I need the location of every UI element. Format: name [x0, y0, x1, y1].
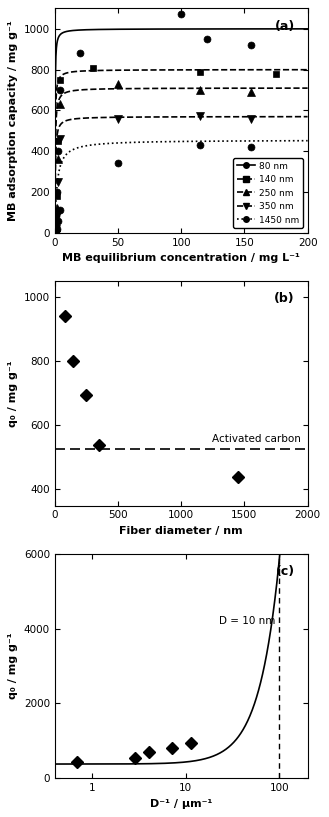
Text: (a): (a)	[275, 20, 295, 33]
Y-axis label: MB adsorption capacity / mg g⁻¹: MB adsorption capacity / mg g⁻¹	[8, 20, 18, 221]
Text: (b): (b)	[274, 292, 295, 306]
Text: Activated carbon: Activated carbon	[213, 434, 301, 444]
Y-axis label: q₀ / mg g⁻¹: q₀ / mg g⁻¹	[8, 632, 18, 699]
X-axis label: MB equilibrium concentration / mg L⁻¹: MB equilibrium concentration / mg L⁻¹	[62, 253, 300, 263]
X-axis label: D⁻¹ / μm⁻¹: D⁻¹ / μm⁻¹	[150, 799, 213, 809]
Text: (c): (c)	[276, 565, 295, 578]
Legend: 80 nm, 140 nm, 250 nm, 350 nm, 1450 nm: 80 nm, 140 nm, 250 nm, 350 nm, 1450 nm	[233, 158, 303, 228]
Y-axis label: q₀ / mg g⁻¹: q₀ / mg g⁻¹	[8, 360, 18, 426]
Text: D = 10 nm: D = 10 nm	[219, 616, 275, 626]
X-axis label: Fiber diameter / nm: Fiber diameter / nm	[119, 526, 243, 536]
